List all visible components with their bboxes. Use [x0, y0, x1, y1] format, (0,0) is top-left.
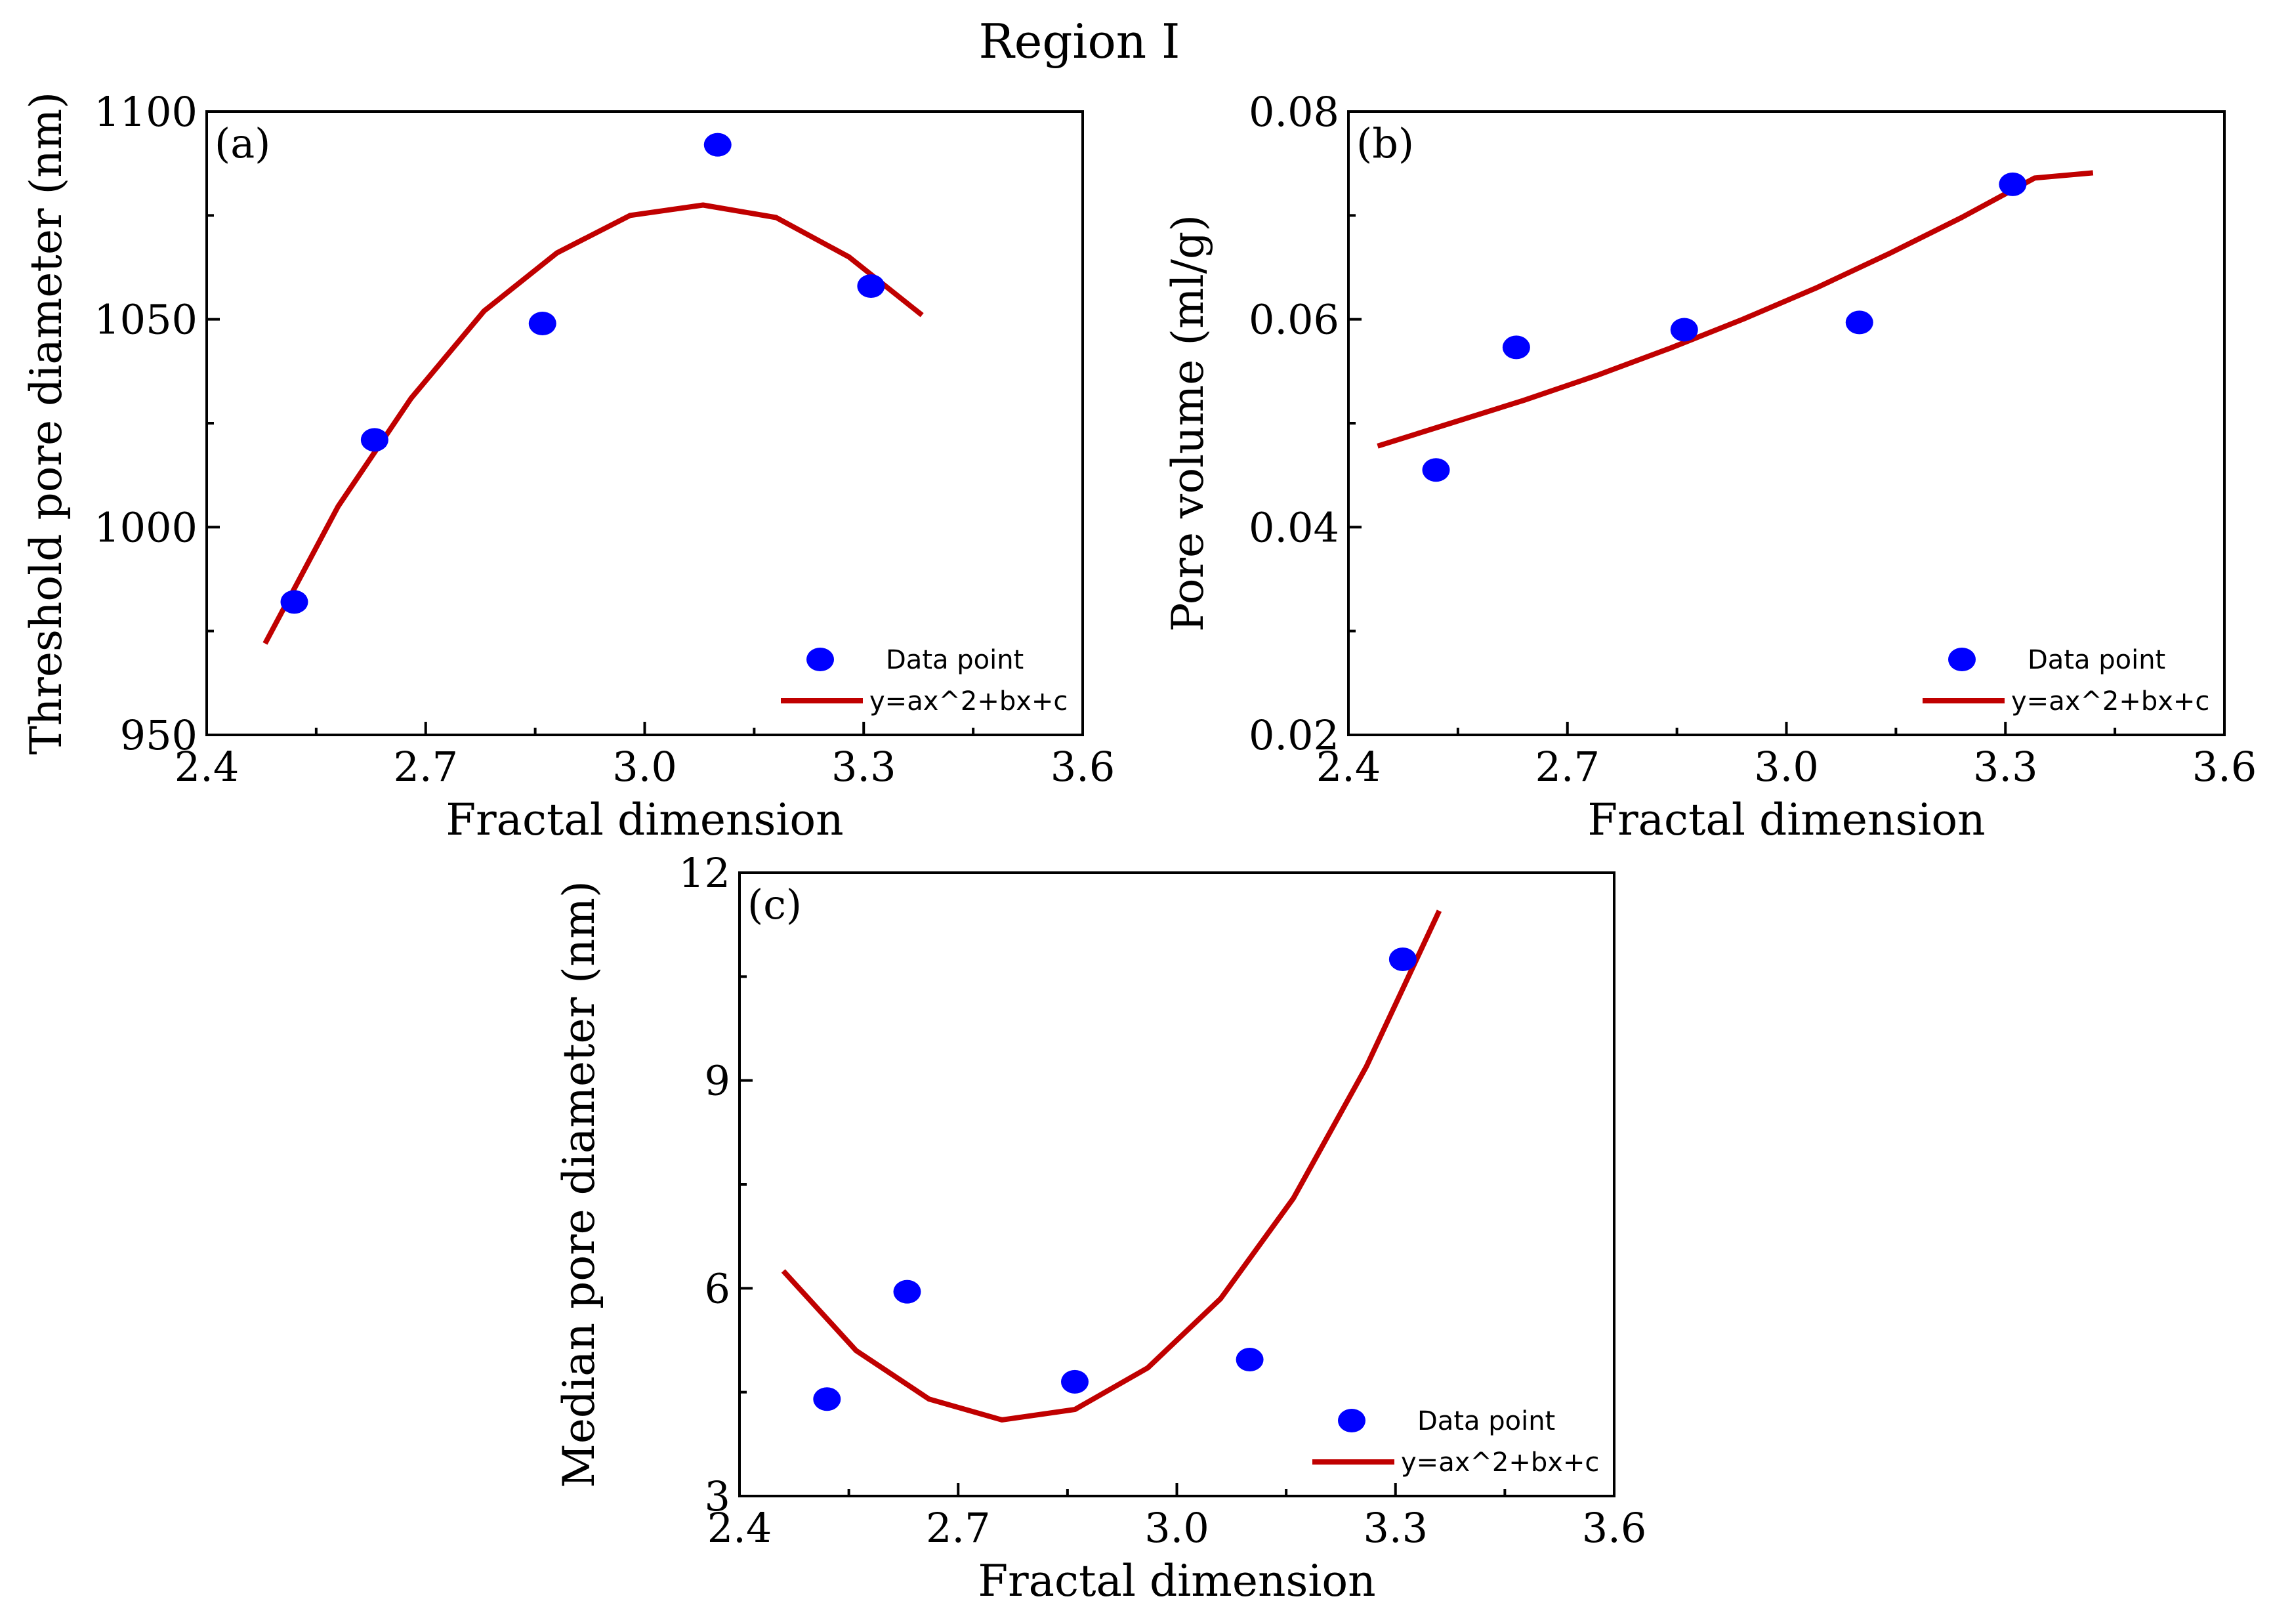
panel-label: (c) — [747, 881, 802, 928]
x-tick-label: 2.4 — [707, 1504, 772, 1552]
y-tick-label: 1050 — [94, 296, 198, 344]
data-point — [857, 274, 885, 298]
legend-label-points: Data point — [886, 645, 1024, 675]
panel-label: (a) — [215, 119, 270, 167]
panel-c: 2.4 2.7 3.0 3.3 3.6 3 6 9 12 Fractal dimension Med… — [554, 849, 1646, 1606]
data-point — [1999, 172, 2027, 196]
data-point — [1502, 335, 1530, 360]
x-tick-label: 2.4 — [1316, 743, 1381, 791]
x-tick-label: 3.0 — [1144, 1504, 1209, 1552]
x-tick-label: 2.7 — [926, 1504, 991, 1552]
y-axis-label: Pore volume (ml/g) — [1163, 215, 1213, 632]
x-axis-label: Fractal dimension — [446, 795, 843, 845]
data-point — [893, 1280, 921, 1304]
y-tick-label: 3 — [705, 1472, 730, 1520]
data-point — [703, 133, 732, 157]
data-point — [360, 428, 388, 452]
data-point — [1422, 458, 1450, 482]
y-tick-label: 0.08 — [1249, 88, 1339, 136]
legend-marker-points — [806, 648, 834, 671]
y-tick-label: 6 — [705, 1264, 730, 1312]
legend-marker-points — [1338, 1409, 1365, 1432]
plot-frame — [738, 871, 1615, 1497]
x-tick-label: 3.6 — [1051, 743, 1115, 791]
legend-label-points: Data point — [2028, 645, 2165, 675]
x-tick-label: 3.6 — [2192, 743, 2257, 791]
y-tick-label: 1100 — [94, 88, 198, 136]
figure-title: Region Ⅰ — [979, 14, 1180, 69]
data-point — [1670, 318, 1698, 342]
x-axis-label: Fractal dimension — [1587, 795, 1985, 845]
fit-curve — [1377, 170, 2094, 449]
x-tick-label: 3.6 — [1582, 1504, 1647, 1552]
x-tick-label: 3.0 — [1754, 743, 1819, 791]
y-axis-label: Threshold pore diameter (nm) — [21, 92, 72, 755]
panel-b: 2.4 2.7 3.0 3.3 3.6 0.02 0.04 0.06 0.08 Fractal d… — [1163, 88, 2257, 845]
x-tick-label: 2.4 — [175, 743, 240, 791]
y-tick-label: 950 — [120, 711, 198, 759]
x-axis-label: Fractal dimension — [978, 1556, 1375, 1606]
y-tick-label: 0.06 — [1249, 296, 1339, 344]
chart-panels: 2.4 2.7 3.0 3.3 3.6 950 1000 1050 1100 Fractal di… — [21, 88, 2257, 1606]
data-point — [1236, 1348, 1264, 1372]
x-tick-label: 3.0 — [612, 743, 677, 791]
y-tick-label: 1000 — [94, 503, 198, 551]
fit-curve — [781, 909, 1442, 1423]
y-tick-label: 12 — [678, 849, 730, 897]
data-point — [1388, 947, 1417, 971]
plot-frame — [1347, 110, 2226, 736]
y-tick-label: 9 — [705, 1057, 730, 1105]
legend-label-points: Data point — [1417, 1406, 1555, 1436]
plot-frame — [205, 110, 1084, 736]
legend-marker-points — [1948, 648, 1976, 671]
x-tick-label: 3.3 — [831, 743, 896, 791]
legend-label-fit: y=ax^2+bx+c — [869, 686, 1068, 717]
panel-label: (b) — [1356, 119, 1414, 167]
x-tick-label: 3.3 — [1363, 1504, 1428, 1552]
legend-label-fit: y=ax^2+bx+c — [1401, 1447, 1599, 1478]
y-tick-label: 0.04 — [1249, 503, 1339, 551]
data-point — [1060, 1369, 1089, 1394]
x-tick-label: 2.7 — [1535, 743, 1600, 791]
data-point — [1845, 310, 1873, 335]
legend-label-fit: y=ax^2+bx+c — [2011, 686, 2209, 717]
x-tick-label: 3.3 — [1973, 743, 2038, 791]
data-point — [280, 590, 308, 614]
data-point — [813, 1387, 841, 1411]
fit-curve — [262, 202, 924, 645]
x-tick-label: 2.7 — [393, 743, 458, 791]
panel-a: 2.4 2.7 3.0 3.3 3.6 950 1000 1050 1100 Fractal di… — [21, 88, 1115, 845]
y-tick-label: 0.02 — [1249, 711, 1339, 759]
y-axis-label: Median pore diameter (nm) — [554, 881, 604, 1488]
data-point — [528, 312, 556, 335]
